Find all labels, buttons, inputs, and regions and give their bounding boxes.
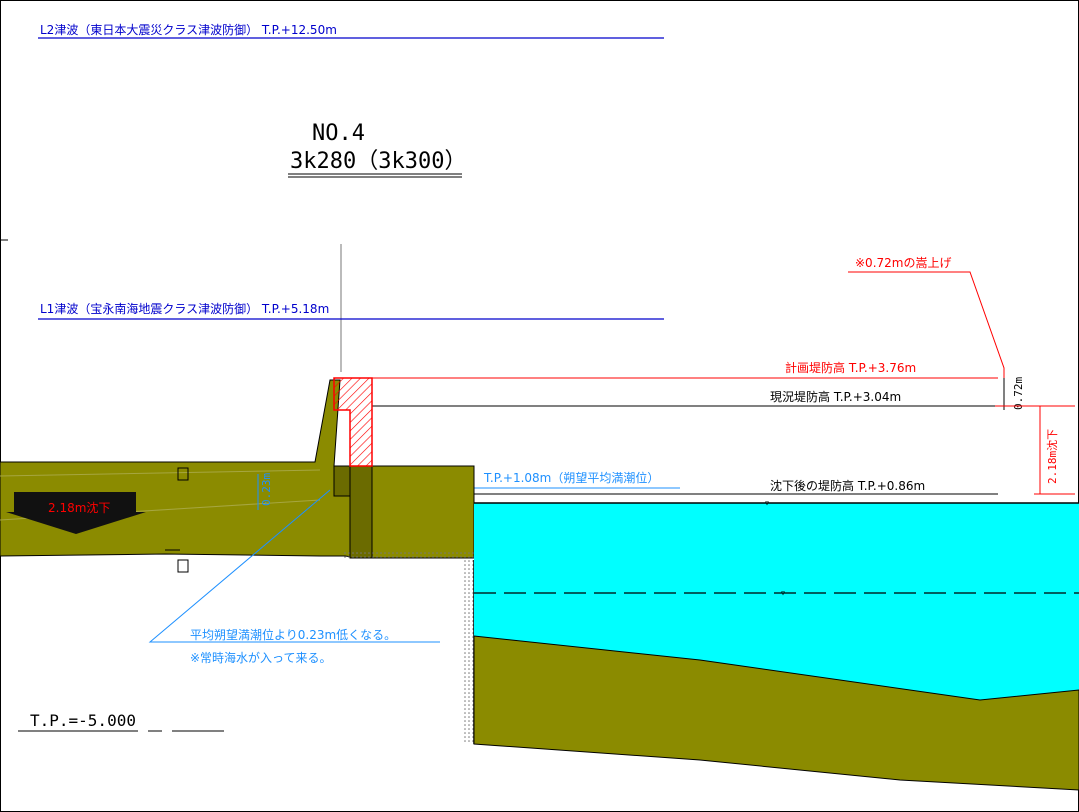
- subsidence-arrow-label: 2.18m沈下: [48, 500, 110, 515]
- wall-footing: [333, 465, 351, 497]
- datum-label: T.P.=-5.000: [30, 711, 136, 730]
- small-dim-label: 0.23m: [260, 473, 273, 506]
- l1-tsunami-label: L1津波（宝永南海地震クラス津波防御） T.P.+5.18m: [40, 301, 329, 316]
- note-line-2: ※常時海水が入って来る。: [190, 650, 331, 665]
- subsidence-dim-label: 2.18m沈下: [1045, 429, 1059, 484]
- sea-bed: [473, 635, 1079, 791]
- hwl-label: T.P.+1.08m（朔望平均満潮位）: [483, 470, 659, 485]
- subsidence-arrow: [6, 492, 146, 534]
- water-level-marker-1: ▿: [764, 498, 770, 509]
- sheet-pile: [464, 558, 474, 744]
- l2-tsunami-label: L2津波（東日本大震災クラス津波防御） T.P.+12.50m: [40, 22, 337, 37]
- drain-box-2: [177, 559, 189, 573]
- raise-dim-label: 0.72m: [1012, 377, 1025, 410]
- after-subsidence-label: 沈下後の堤防高 T.P.+0.86m: [770, 478, 925, 493]
- parapet-wall-existing: [349, 465, 373, 559]
- section-station: 3k280（3k300）: [290, 149, 466, 174]
- water-level-marker-2: ▿: [780, 588, 786, 599]
- planned-raise-section: [333, 377, 373, 467]
- note-leader: [148, 489, 440, 643]
- soil-texture-1: [0, 469, 321, 477]
- planned-crest-label: 計画堤防高 T.P.+3.76m: [785, 360, 916, 375]
- section-number: NO.4: [312, 121, 365, 146]
- sea-water: [474, 503, 1079, 700]
- raise-note: ※0.72mの嵩上げ: [855, 256, 951, 270]
- drain-box-1: [177, 467, 189, 481]
- gravel-base: [344, 552, 474, 560]
- note-line-1: 平均朔望満潮位より0.23m低くなる。: [190, 627, 396, 642]
- raise-note-leader: [848, 271, 1005, 408]
- current-crest-label: 現況堤防高 T.P.+3.04m: [770, 389, 901, 404]
